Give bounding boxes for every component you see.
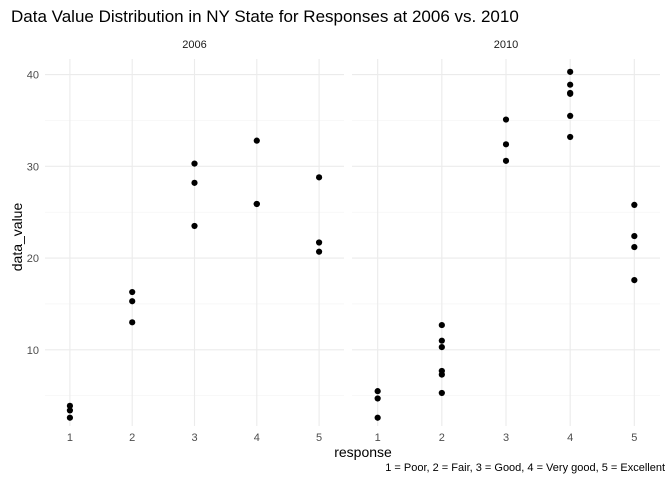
facet-label: 2006 [182,39,206,51]
x-tick-label: 3 [503,432,509,444]
data-point [315,239,323,246]
data-point [567,68,574,75]
data-point [315,248,323,255]
data-point [631,201,638,208]
x-tick-label: 1 [375,432,381,444]
facet-label: 2010 [494,39,518,51]
data-point [191,222,198,230]
data-point [567,112,574,119]
data-point [502,157,510,164]
x-tick-label: 5 [316,432,322,444]
data-point [66,407,74,414]
data-point [567,89,574,97]
y-tick-label: 30 [27,161,39,173]
y-axis-title: data_value [9,203,25,272]
data-point [438,343,445,351]
data-point [129,319,136,326]
data-point [502,141,510,148]
y-tick-label: 10 [27,345,39,357]
data-point [631,232,638,240]
chart-title: Data Value Distribution in NY State for … [11,7,519,26]
data-point [374,395,381,402]
x-tick-label: 1 [67,432,73,444]
data-point [438,389,445,397]
x-tick-label: 2 [439,432,445,444]
data-point [253,200,260,208]
data-point [191,160,198,167]
facet-panels: 2006 1 2 3 4 5 10 20 30 40 2010 1 2 3 4 5 [27,39,660,444]
x-axis-title: response [334,444,392,460]
data-point [66,402,74,409]
data-point [502,116,510,123]
data-point [567,81,574,88]
data-point [66,414,74,421]
x-tick-label: 2 [129,432,135,444]
data-point [191,179,198,186]
chart-caption: 1 = Poor, 2 = Fair, 3 = Good, 4 = Very g… [385,462,665,474]
data-point [315,174,323,181]
data-point [374,388,381,395]
data-point [374,414,381,421]
data-point [253,137,260,144]
data-point [129,298,136,305]
data-point [567,133,574,141]
x-tick-label: 3 [191,432,197,444]
data-point [631,277,638,284]
data-point [438,337,445,344]
x-tick-label: 4 [567,432,573,444]
y-tick-label: 20 [27,253,39,265]
data-point [438,367,445,375]
data-point [438,321,445,329]
data-point [129,288,136,296]
x-tick-label: 5 [631,432,637,444]
y-tick-label: 40 [27,70,39,82]
x-tick-label: 4 [254,432,260,444]
facet-panel-2010: 2010 1 2 3 4 5 [352,39,660,444]
data-point [631,243,638,251]
facet-panel-2006: 2006 1 2 3 4 5 10 20 30 40 [27,39,344,444]
